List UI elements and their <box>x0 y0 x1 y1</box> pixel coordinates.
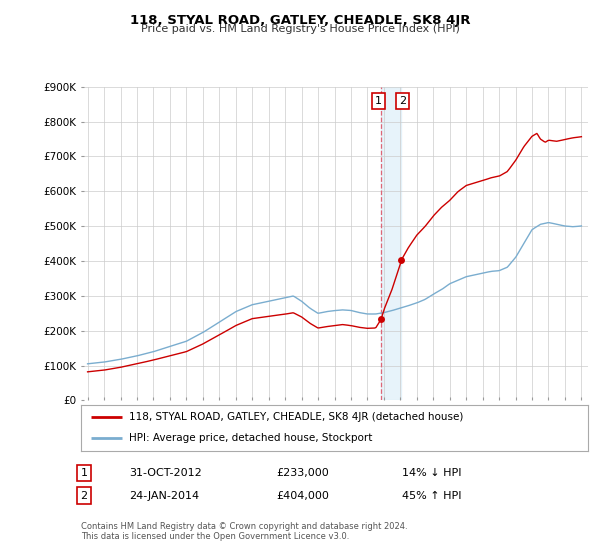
Text: £404,000: £404,000 <box>276 491 329 501</box>
Text: 31-OCT-2012: 31-OCT-2012 <box>129 468 202 478</box>
Text: 118, STYAL ROAD, GATLEY, CHEADLE, SK8 4JR (detached house): 118, STYAL ROAD, GATLEY, CHEADLE, SK8 4J… <box>129 412 464 422</box>
Text: 1: 1 <box>80 468 88 478</box>
Text: 118, STYAL ROAD, GATLEY, CHEADLE, SK8 4JR: 118, STYAL ROAD, GATLEY, CHEADLE, SK8 4J… <box>130 14 470 27</box>
Text: HPI: Average price, detached house, Stockport: HPI: Average price, detached house, Stoc… <box>129 433 373 444</box>
Text: 14% ↓ HPI: 14% ↓ HPI <box>402 468 461 478</box>
Text: 2: 2 <box>80 491 88 501</box>
Text: £233,000: £233,000 <box>276 468 329 478</box>
Text: 24-JAN-2014: 24-JAN-2014 <box>129 491 199 501</box>
Text: Contains HM Land Registry data © Crown copyright and database right 2024.
This d: Contains HM Land Registry data © Crown c… <box>81 522 407 542</box>
Text: 2: 2 <box>399 96 406 106</box>
Text: Price paid vs. HM Land Registry's House Price Index (HPI): Price paid vs. HM Land Registry's House … <box>140 24 460 34</box>
Text: 45% ↑ HPI: 45% ↑ HPI <box>402 491 461 501</box>
Bar <box>381 87 401 400</box>
Text: 1: 1 <box>375 96 382 106</box>
